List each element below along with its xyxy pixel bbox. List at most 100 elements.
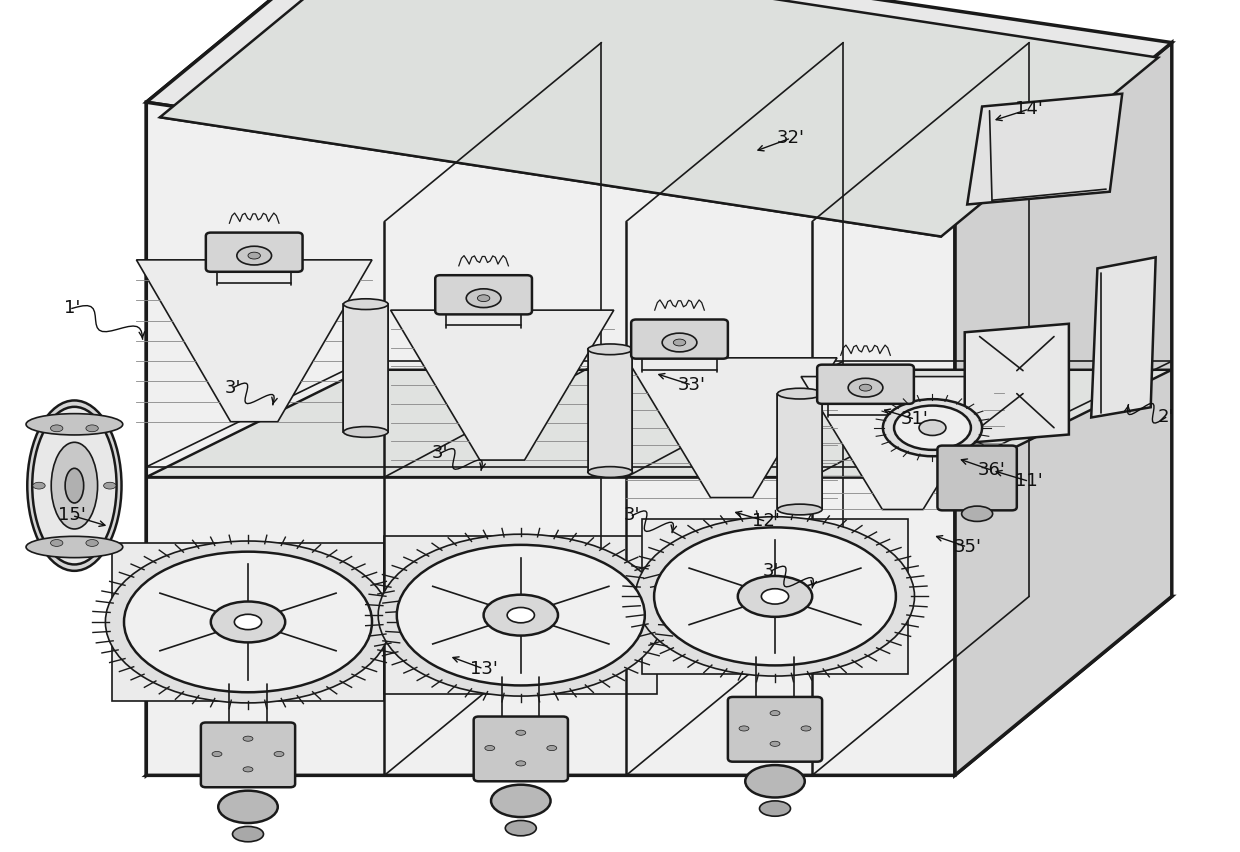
Text: 36': 36' <box>978 461 1006 480</box>
Polygon shape <box>777 394 822 509</box>
Ellipse shape <box>237 246 272 265</box>
Text: 14': 14' <box>1016 100 1043 118</box>
Polygon shape <box>160 0 1158 237</box>
Ellipse shape <box>51 425 63 432</box>
FancyBboxPatch shape <box>728 697 822 762</box>
Ellipse shape <box>673 339 686 346</box>
Text: 35': 35' <box>954 538 981 556</box>
Ellipse shape <box>777 504 822 515</box>
Ellipse shape <box>26 414 123 435</box>
Ellipse shape <box>233 826 263 842</box>
Polygon shape <box>955 43 1172 775</box>
Ellipse shape <box>27 400 122 571</box>
Ellipse shape <box>212 751 222 757</box>
Ellipse shape <box>848 378 883 397</box>
Ellipse shape <box>770 711 780 716</box>
Polygon shape <box>1091 257 1156 417</box>
Ellipse shape <box>894 406 971 450</box>
Ellipse shape <box>655 527 895 665</box>
Ellipse shape <box>32 482 45 489</box>
Polygon shape <box>965 324 1069 443</box>
FancyBboxPatch shape <box>206 233 303 272</box>
Text: 33': 33' <box>678 376 706 394</box>
FancyBboxPatch shape <box>937 446 1017 510</box>
Ellipse shape <box>397 545 645 685</box>
Ellipse shape <box>243 736 253 741</box>
FancyBboxPatch shape <box>435 275 532 314</box>
Text: 3': 3' <box>224 378 242 397</box>
Ellipse shape <box>506 820 536 836</box>
Ellipse shape <box>588 467 632 477</box>
Text: 3': 3' <box>432 444 449 463</box>
Ellipse shape <box>588 344 632 354</box>
Ellipse shape <box>378 534 663 696</box>
Polygon shape <box>967 94 1122 204</box>
Text: 3': 3' <box>763 561 780 580</box>
Text: 11': 11' <box>1016 472 1043 491</box>
Polygon shape <box>588 349 632 472</box>
Ellipse shape <box>105 541 391 703</box>
Ellipse shape <box>343 299 388 309</box>
Ellipse shape <box>218 791 278 823</box>
Ellipse shape <box>759 801 791 816</box>
Ellipse shape <box>739 726 749 731</box>
Polygon shape <box>136 260 372 422</box>
Polygon shape <box>146 102 955 775</box>
Text: 31': 31' <box>901 410 929 429</box>
FancyBboxPatch shape <box>631 320 728 359</box>
Ellipse shape <box>516 730 526 735</box>
Polygon shape <box>391 310 614 460</box>
Ellipse shape <box>26 537 123 558</box>
FancyBboxPatch shape <box>112 544 384 700</box>
Text: 12': 12' <box>753 512 780 531</box>
Ellipse shape <box>777 389 822 399</box>
Ellipse shape <box>745 765 805 797</box>
Ellipse shape <box>86 425 98 432</box>
Ellipse shape <box>919 420 946 435</box>
Ellipse shape <box>801 726 811 731</box>
Ellipse shape <box>662 333 697 352</box>
Text: 15': 15' <box>58 506 86 525</box>
Ellipse shape <box>104 482 117 489</box>
Ellipse shape <box>635 516 915 676</box>
Polygon shape <box>146 0 1172 222</box>
Ellipse shape <box>484 595 558 636</box>
Polygon shape <box>146 0 363 775</box>
Ellipse shape <box>883 399 982 457</box>
Ellipse shape <box>491 785 551 817</box>
Polygon shape <box>343 304 388 432</box>
Ellipse shape <box>51 442 98 529</box>
Ellipse shape <box>738 576 812 617</box>
Ellipse shape <box>343 427 388 437</box>
Polygon shape <box>146 370 1172 477</box>
Polygon shape <box>801 377 1004 509</box>
Ellipse shape <box>507 607 534 623</box>
Ellipse shape <box>274 751 284 757</box>
Polygon shape <box>626 358 837 498</box>
Ellipse shape <box>86 539 98 546</box>
Ellipse shape <box>859 384 872 391</box>
Ellipse shape <box>547 746 557 751</box>
Text: 13': 13' <box>470 659 497 678</box>
FancyBboxPatch shape <box>474 717 568 781</box>
Ellipse shape <box>51 539 63 546</box>
Text: 3': 3' <box>624 506 641 525</box>
Ellipse shape <box>477 295 490 302</box>
Ellipse shape <box>243 767 253 772</box>
FancyBboxPatch shape <box>817 365 914 404</box>
Text: 2': 2' <box>1157 408 1174 427</box>
FancyBboxPatch shape <box>642 519 908 674</box>
FancyBboxPatch shape <box>384 537 657 694</box>
Ellipse shape <box>466 289 501 308</box>
Ellipse shape <box>66 469 83 503</box>
Ellipse shape <box>962 506 992 521</box>
Ellipse shape <box>761 589 789 604</box>
Polygon shape <box>146 596 1172 775</box>
Ellipse shape <box>248 252 260 259</box>
Ellipse shape <box>485 746 495 751</box>
Ellipse shape <box>770 741 780 746</box>
Ellipse shape <box>234 614 262 630</box>
Text: 32': 32' <box>777 129 805 147</box>
Ellipse shape <box>32 406 117 564</box>
Ellipse shape <box>124 552 372 692</box>
